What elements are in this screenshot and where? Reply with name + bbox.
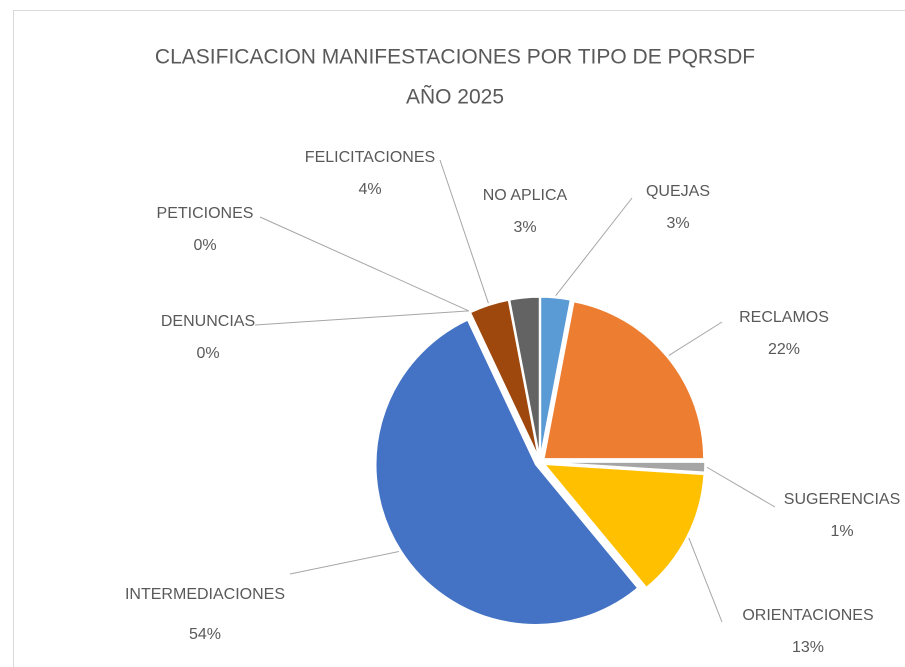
value-label: 0% [196,345,219,362]
category-label: SUGERENCIAS [784,491,900,508]
category-label: QUEJAS [646,183,710,200]
pie-slice [542,300,705,460]
category-label: NO APLICA [483,187,568,204]
pie-slice [469,299,540,458]
pie-slice [544,461,706,473]
value-label: 22% [768,341,800,358]
leader-line [254,310,469,326]
leader-line [439,159,489,304]
category-label: INTERMEDIACIONES [125,586,285,603]
category-label: RECLAMOS [739,309,829,326]
value-label: 1% [830,523,853,540]
pie-slice [542,463,705,589]
leader-line [688,537,723,623]
chart-subtitle: AÑO 2025 [406,85,504,109]
category-label: PETICIONES [157,205,254,222]
value-label: 13% [792,639,824,656]
leader-line [706,466,776,508]
pie-slice [508,296,541,458]
value-label: 4% [358,181,381,198]
pie-slice [539,296,572,458]
value-label: 0% [193,237,216,254]
leader-line [668,321,723,356]
value-label: 3% [513,219,536,236]
category-label: DENUNCIAS [161,313,255,330]
pie-slice [375,318,639,626]
leader-line [289,550,400,575]
value-label: 54% [189,626,221,643]
category-label: ORIENTACIONES [742,607,873,624]
chart-title: CLASIFICACION MANIFESTACIONES POR TIPO D… [155,46,755,69]
leader-line [259,216,470,312]
category-label: FELICITACIONES [305,149,435,166]
value-label: 3% [666,215,689,232]
leader-line [555,197,633,297]
